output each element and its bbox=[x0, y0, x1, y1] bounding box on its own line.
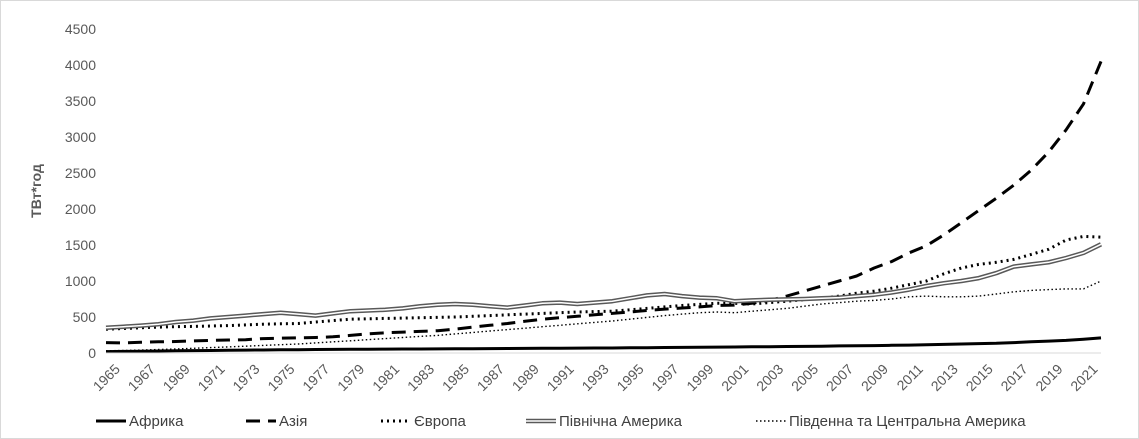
x-tick-label: 1995 bbox=[613, 361, 646, 394]
x-tick-label: 1973 bbox=[229, 361, 262, 394]
x-tick-label: 2011 bbox=[893, 361, 926, 394]
x-tick-label: 1979 bbox=[334, 361, 367, 394]
y-tick-label: 3500 bbox=[65, 93, 96, 109]
x-tick-label: 1987 bbox=[474, 361, 507, 394]
x-tick-label: 1975 bbox=[264, 361, 297, 394]
x-tick-label: 1967 bbox=[125, 361, 158, 394]
legend-label-4: Південна та Центральна Америка bbox=[789, 413, 1026, 430]
x-tick-label: 1965 bbox=[90, 361, 123, 394]
legend-label-0: Африка bbox=[129, 413, 184, 430]
legend-label-1: Азія bbox=[279, 413, 307, 430]
x-tick-label: 1985 bbox=[439, 361, 472, 394]
x-tick-label: 1999 bbox=[683, 361, 716, 394]
x-tick-label: 2015 bbox=[963, 361, 996, 394]
x-tick-label: 1971 bbox=[194, 361, 227, 394]
x-tick-label: 2013 bbox=[928, 361, 961, 394]
y-tick-label: 4500 bbox=[65, 21, 96, 37]
y-tick-label: 3000 bbox=[65, 129, 96, 145]
x-axis-ticks: 1965 1967 1969 1971 1973 1975 1977 1979 1981 1983… bbox=[90, 361, 1101, 394]
legend-label-3: Північна Америка bbox=[559, 413, 683, 430]
x-tick-label: 2003 bbox=[753, 361, 786, 394]
y-tick-label: 500 bbox=[73, 309, 97, 325]
x-tick-label: 2007 bbox=[823, 361, 856, 394]
y-tick-label: 0 bbox=[88, 345, 96, 361]
legend: Африка Азія Європа Північна Америка Південна… bbox=[96, 413, 1026, 430]
y-tick-label: 1000 bbox=[65, 273, 96, 289]
series-line-0 bbox=[105, 336, 1102, 354]
y-tick-label: 2500 bbox=[65, 165, 96, 181]
x-tick-label: 1991 bbox=[544, 361, 577, 394]
x-tick-label: 2017 bbox=[997, 361, 1030, 394]
x-tick-label: 2005 bbox=[788, 361, 821, 394]
x-tick-label: 2021 bbox=[1067, 361, 1100, 394]
y-tick-label: 4000 bbox=[65, 57, 96, 73]
x-tick-label: 1977 bbox=[299, 361, 332, 394]
x-tick-label: 1997 bbox=[648, 361, 681, 394]
x-tick-label: 1983 bbox=[404, 361, 437, 394]
x-tick-label: 1969 bbox=[160, 361, 193, 394]
legend-label-2: Європа bbox=[414, 413, 467, 430]
x-tick-label: 1993 bbox=[578, 361, 611, 394]
x-tick-label: 2019 bbox=[1032, 361, 1065, 394]
y-axis-ticks: 0 500 1000 1500 2000 2500 3000 3500 4000 4500 bbox=[65, 21, 96, 361]
plot-area bbox=[105, 60, 1103, 354]
x-tick-label: 2001 bbox=[718, 361, 751, 394]
x-tick-label: 2009 bbox=[858, 361, 891, 394]
y-axis-label: ТВт*год bbox=[28, 164, 44, 218]
y-tick-label: 2000 bbox=[65, 201, 96, 217]
series-line-3-inner bbox=[105, 243, 1102, 329]
x-tick-label: 1981 bbox=[369, 361, 402, 394]
series-line-1 bbox=[105, 60, 1103, 345]
x-tick-label: 1989 bbox=[509, 361, 542, 394]
y-tick-label: 1500 bbox=[65, 237, 96, 253]
